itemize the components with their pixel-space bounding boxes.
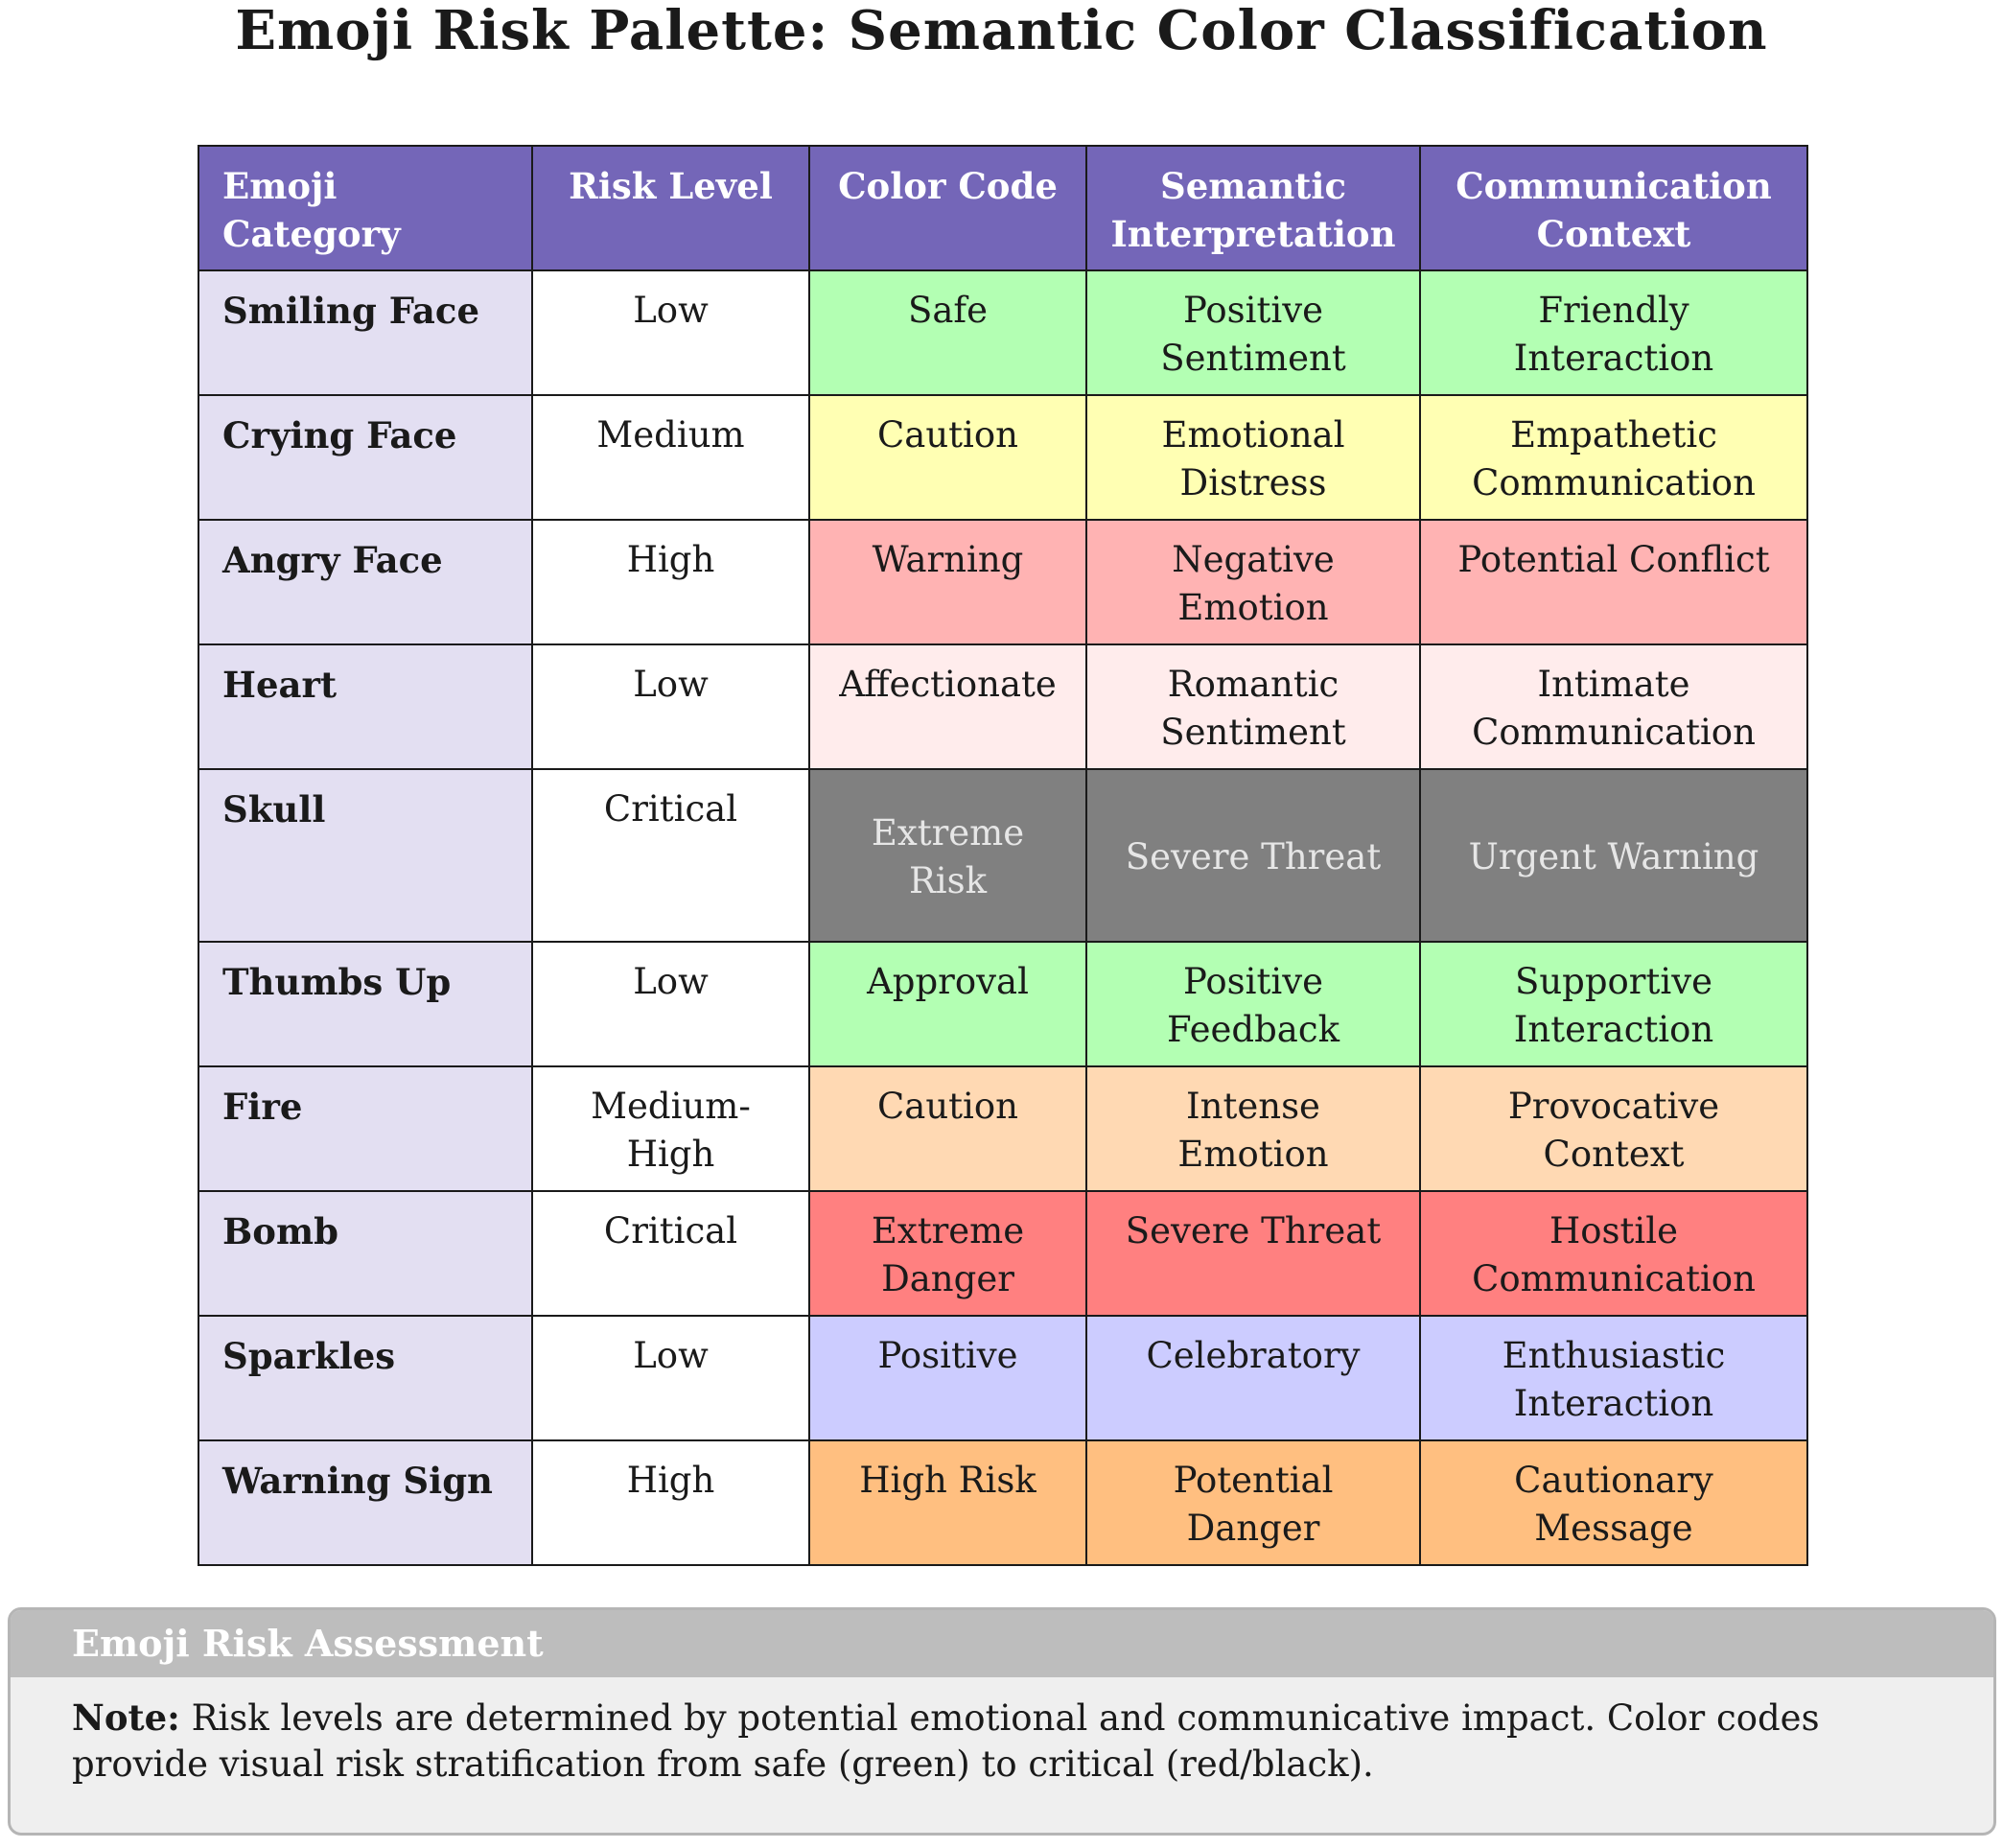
color-code-cell: Warning <box>808 519 1087 645</box>
context-cell: Intimate Communication <box>1419 643 1808 770</box>
category-cell: Fire <box>198 1065 533 1192</box>
table-row: Angry Face High Warning Negative Emotion… <box>198 519 1808 645</box>
risk-assessment-header: Emoji Risk Assessment <box>11 1610 1993 1677</box>
semantic-cell: Severe Threat <box>1085 768 1421 943</box>
header-color-code: Color Code <box>808 145 1087 271</box>
color-code-cell: Safe <box>808 269 1087 396</box>
category-cell: Heart <box>198 643 533 770</box>
risk-level-cell: Critical <box>531 768 810 943</box>
category-cell: Crying Face <box>198 394 533 521</box>
semantic-cell: Positive Sentiment <box>1085 269 1421 396</box>
context-cell: Empathetic Communication <box>1419 394 1808 521</box>
risk-assessment-note: Note: Risk levels are determined by pote… <box>11 1677 1993 1788</box>
semantic-cell: Negative Emotion <box>1085 519 1421 645</box>
table-row: Fire Medium-High Caution Intense Emotion… <box>198 1065 1808 1192</box>
color-code-cell: Approval <box>808 941 1087 1067</box>
risk-level-cell: Low <box>531 643 810 770</box>
semantic-cell: Positive Feedback <box>1085 941 1421 1067</box>
table-row: Heart Low Affectionate Romantic Sentimen… <box>198 643 1808 770</box>
category-cell: Bomb <box>198 1190 533 1317</box>
context-cell: Friendly Interaction <box>1419 269 1808 396</box>
header-semantic-interpretation: Semantic Interpretation <box>1085 145 1421 271</box>
page-title: Emoji Risk Palette: Semantic Color Class… <box>235 0 1768 62</box>
risk-level-cell: High <box>531 519 810 645</box>
table-row: Sparkles Low Positive Celebratory Enthus… <box>198 1315 1808 1441</box>
context-cell: Provocative Context <box>1419 1065 1808 1192</box>
semantic-cell: Potential Danger <box>1085 1439 1421 1566</box>
context-cell: Hostile Communication <box>1419 1190 1808 1317</box>
header-emoji-category: Emoji Category <box>198 145 533 271</box>
note-label: Note: <box>72 1696 180 1739</box>
category-cell: Angry Face <box>198 519 533 645</box>
context-cell: Enthusiastic Interaction <box>1419 1315 1808 1441</box>
table-row: Warning Sign High High Risk Potential Da… <box>198 1439 1808 1566</box>
color-code-cell: Affectionate <box>808 643 1087 770</box>
semantic-cell: Intense Emotion <box>1085 1065 1421 1192</box>
color-code-cell: High Risk <box>808 1439 1087 1566</box>
color-code-cell: Positive <box>808 1315 1087 1441</box>
context-cell: Potential Conflict <box>1419 519 1808 645</box>
risk-level-cell: Low <box>531 1315 810 1441</box>
category-cell: Sparkles <box>198 1315 533 1441</box>
category-cell: Warning Sign <box>198 1439 533 1566</box>
category-cell: Skull <box>198 768 533 943</box>
risk-level-cell: Critical <box>531 1190 810 1317</box>
note-text: Risk levels are determined by potential … <box>72 1697 1820 1785</box>
risk-level-cell: Low <box>531 941 810 1067</box>
risk-level-cell: High <box>531 1439 810 1566</box>
category-cell: Thumbs Up <box>198 941 533 1067</box>
risk-table: Emoji Category Risk Level Color Code Sem… <box>198 145 1808 1566</box>
table-row: Smiling Face Low Safe Positive Sentiment… <box>198 269 1808 396</box>
table-row: Bomb Critical Extreme Danger Severe Thre… <box>198 1190 1808 1317</box>
context-cell: Supportive Interaction <box>1419 941 1808 1067</box>
context-cell: Cautionary Message <box>1419 1439 1808 1566</box>
table-row: Thumbs Up Low Approval Positive Feedback… <box>198 941 1808 1067</box>
semantic-cell: Emotional Distress <box>1085 394 1421 521</box>
color-code-cell: Caution <box>808 1065 1087 1192</box>
table-row: Skull Critical Extreme Risk Severe Threa… <box>198 768 1808 943</box>
color-code-cell: Extreme Danger <box>808 1190 1087 1317</box>
color-code-cell: Extreme Risk <box>808 768 1087 943</box>
semantic-cell: Romantic Sentiment <box>1085 643 1421 770</box>
category-cell: Smiling Face <box>198 269 533 396</box>
header-row: Emoji Category Risk Level Color Code Sem… <box>198 145 1808 271</box>
context-cell: Urgent Warning <box>1419 768 1808 943</box>
header-risk-level: Risk Level <box>531 145 810 271</box>
risk-assessment-box: Emoji Risk Assessment Note: Risk levels … <box>8 1607 1996 1836</box>
header-communication-context: Communication Context <box>1419 145 1808 271</box>
risk-level-cell: Medium <box>531 394 810 521</box>
risk-level-cell: Medium-High <box>531 1065 810 1192</box>
semantic-cell: Celebratory <box>1085 1315 1421 1441</box>
risk-level-cell: Low <box>531 269 810 396</box>
table-row: Crying Face Medium Caution Emotional Dis… <box>198 394 1808 521</box>
semantic-cell: Severe Threat <box>1085 1190 1421 1317</box>
color-code-cell: Caution <box>808 394 1087 521</box>
